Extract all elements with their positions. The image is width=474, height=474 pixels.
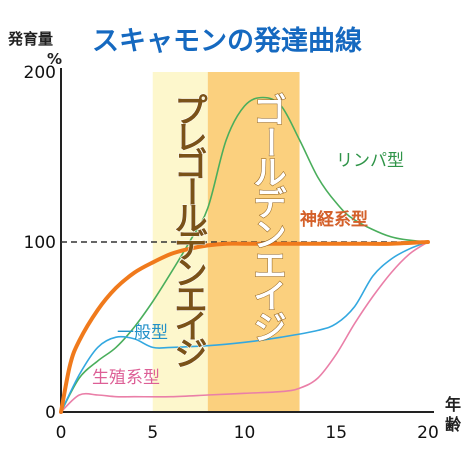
band-label-char: ゴ — [254, 91, 287, 130]
y-tick-label: 200 — [24, 63, 56, 83]
band-label-char: プ — [175, 91, 209, 130]
band-label-char: ゴ — [175, 145, 208, 184]
y-tick-label: 100 — [24, 233, 56, 253]
x-tick-label: 15 — [325, 423, 347, 443]
y-axis-label: 発育量 — [7, 30, 53, 48]
band-label-char: ジ — [254, 308, 287, 347]
series-line-general — [60, 241, 429, 413]
x-tick-label: 0 — [56, 423, 67, 443]
band-label-char: デ — [175, 226, 209, 265]
band-label-char: ン — [254, 215, 287, 254]
x-tick-label: 5 — [147, 423, 158, 443]
series-label-reproductive: 生殖系型 — [92, 368, 160, 388]
band-label-char: ー — [251, 126, 290, 159]
y-tick-label: 0 — [45, 403, 56, 423]
series-label-lymphoid: リンパ型 — [336, 151, 404, 171]
x-axis-label: 年 齢 — [445, 395, 462, 434]
band-label-char: ン — [175, 253, 208, 292]
band-label-char: エ — [175, 280, 208, 319]
series-line-reproductive — [60, 241, 429, 413]
band-label-char: デ — [254, 184, 288, 223]
chart-title: スキャモンの発達曲線 — [92, 25, 362, 57]
x-tick-label: 20 — [417, 423, 439, 443]
band-label-char: イ — [254, 277, 287, 316]
x-tick-label: 10 — [234, 423, 256, 443]
band-label-char: レ — [175, 118, 208, 157]
band-label-char: ー — [172, 176, 211, 209]
series-line-neural — [59, 240, 430, 414]
band-label-char: ル — [254, 153, 287, 192]
band-label-char: イ — [175, 307, 208, 346]
x-axis-label-char: 齢 — [445, 415, 462, 434]
series-lines — [59, 96, 430, 414]
series-label-general: 一般型 — [117, 323, 168, 343]
x-axis-label-char: 年 — [445, 395, 461, 414]
series-label-neural: 神経系型 — [300, 209, 368, 230]
y-axis-unit: % — [47, 50, 62, 68]
band-label-char: ル — [175, 199, 208, 238]
band-label-char: エ — [254, 246, 287, 285]
band-label-char: ジ — [175, 334, 208, 373]
series-line-lymphoid — [60, 96, 429, 413]
